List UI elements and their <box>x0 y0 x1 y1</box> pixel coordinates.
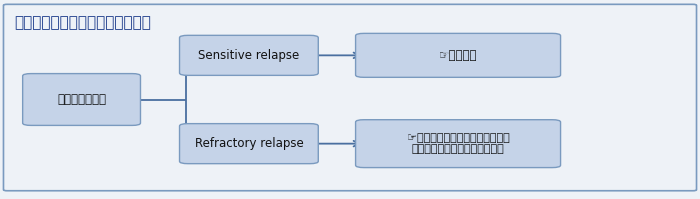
FancyBboxPatch shape <box>179 35 318 75</box>
Text: Refractory relapse: Refractory relapse <box>195 137 303 150</box>
FancyBboxPatch shape <box>179 124 318 164</box>
Text: Sensitive relapse: Sensitive relapse <box>198 49 300 62</box>
Text: ☞標準治療はないが，全身状態を
考慮して化学療法の実施を検討: ☞標準治療はないが，全身状態を 考慮して化学療法の実施を検討 <box>407 133 510 154</box>
Text: ☞化学療法: ☞化学療法 <box>439 49 477 62</box>
Text: 再発小細胞肺癌: 再発小細胞肺癌 <box>57 93 106 106</box>
FancyBboxPatch shape <box>356 33 561 77</box>
Text: 再発小細胞肺癌に対する化学療法: 再発小細胞肺癌に対する化学療法 <box>14 15 150 30</box>
FancyBboxPatch shape <box>22 74 141 125</box>
FancyBboxPatch shape <box>356 120 561 168</box>
